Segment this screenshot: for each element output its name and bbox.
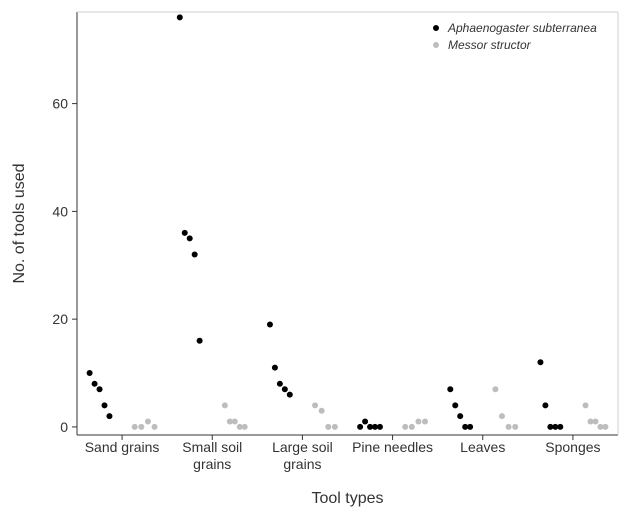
data-point [582,402,589,409]
data-point [96,386,103,393]
data-point [498,413,505,420]
data-point [537,359,544,366]
data-point [592,418,599,425]
data-point [542,402,549,409]
data-point [196,337,203,344]
data-point [505,423,512,430]
data-point [186,235,193,242]
data-point [286,391,293,398]
data-point [236,423,243,430]
data-point [271,364,278,371]
x-tick-label: Sand grains [85,439,160,455]
data-point [331,423,338,430]
data-point [318,407,325,414]
data-point [457,413,464,420]
data-point [144,418,151,425]
data-points [86,14,609,430]
data-point [602,423,609,430]
data-point [131,423,138,430]
data-point [106,413,113,420]
y-tick-label: 40 [52,203,68,219]
data-point [312,402,319,409]
legend-label: Aphaenogaster subterranea [447,21,597,35]
data-point [138,423,145,430]
data-point [231,418,238,425]
legend-marker [433,25,439,31]
y-axis-title: No. of tools used [11,163,28,283]
data-point [191,251,198,258]
data-point [512,423,519,430]
data-point [276,380,283,387]
data-point [447,386,454,393]
data-point [151,423,158,430]
data-point [266,321,273,328]
data-point [376,423,383,430]
legend: Aphaenogaster subterranea Messor structor [433,21,597,52]
y-tick-label: 0 [60,419,68,435]
x-tick-label: Pine needles [352,439,433,455]
x-tick-label: Large soil [272,439,333,455]
y-axis: 0 20 40 60 [52,96,77,435]
data-point [362,418,369,425]
x-tick-label: Sponges [545,439,600,455]
data-point [587,418,594,425]
data-point [86,370,93,377]
x-tick-label: grains [193,456,231,472]
data-point [557,423,564,430]
data-point [176,14,183,21]
data-point [467,423,474,430]
x-tick-label: Small soil [182,439,242,455]
data-point [357,423,364,430]
data-point [221,402,228,409]
data-point [547,423,554,430]
data-point [492,386,499,393]
data-point [415,418,422,425]
legend-label: Messor structor [448,38,532,52]
data-point [422,418,429,425]
data-point [101,402,108,409]
data-point [241,423,248,430]
data-point [281,386,288,393]
data-point [367,423,374,430]
data-point [408,423,415,430]
data-point [325,423,332,430]
y-tick-label: 60 [52,96,68,112]
x-tick-label: grains [283,456,321,472]
data-point [452,402,459,409]
y-tick-label: 20 [52,311,68,327]
data-point [226,418,233,425]
data-point [372,423,379,430]
x-axis-title: Tool types [311,490,383,507]
plot-frame [76,11,619,436]
data-point [91,380,98,387]
legend-marker [433,42,439,48]
data-point [462,423,469,430]
x-tick-label: Leaves [460,439,505,455]
data-point [181,229,188,236]
data-point [597,423,604,430]
data-point [402,423,409,430]
data-point [552,423,559,430]
